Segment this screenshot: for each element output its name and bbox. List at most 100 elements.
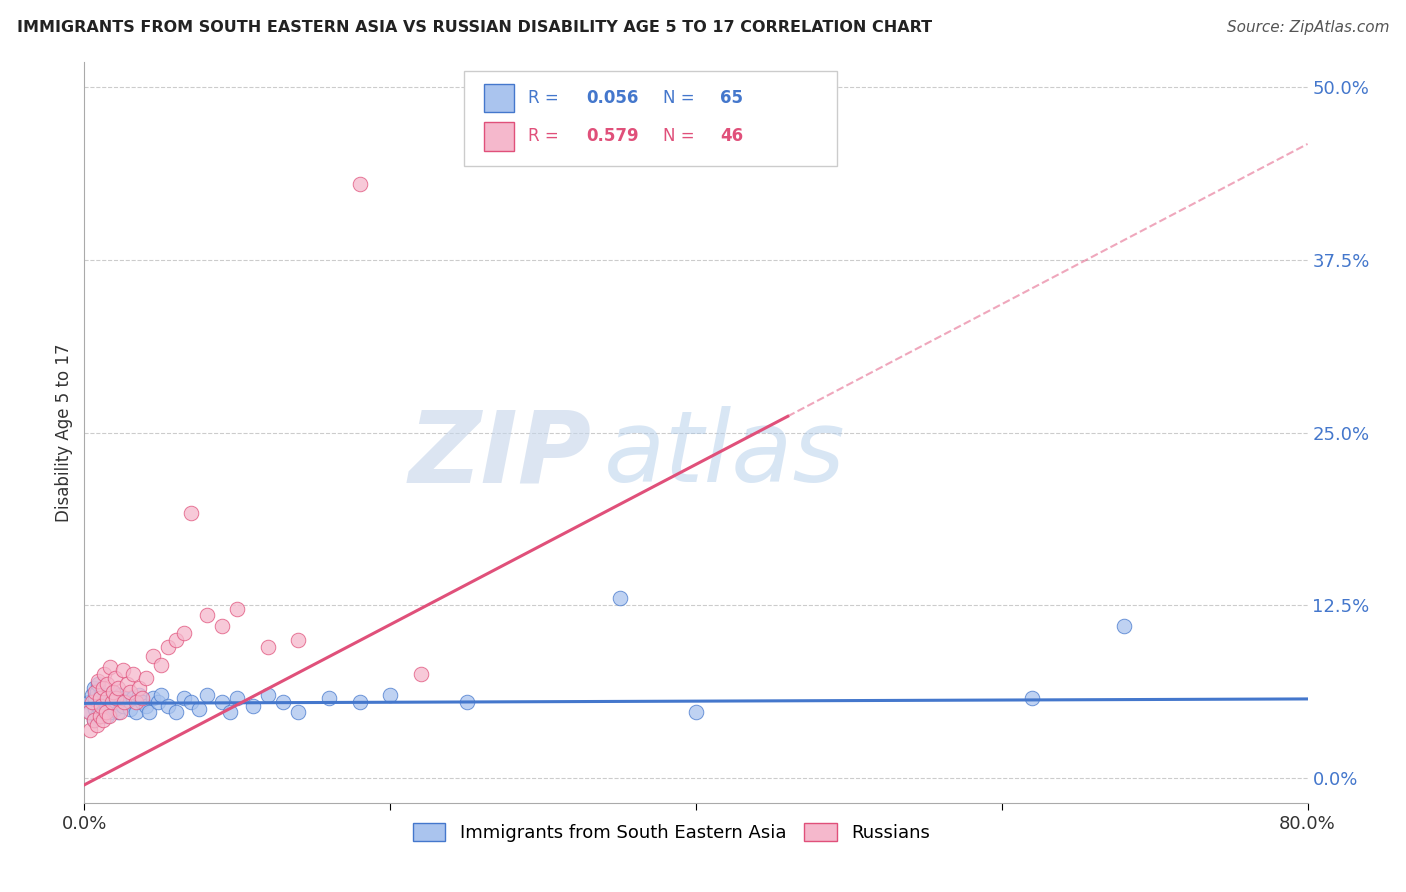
Point [86,708,108,723]
Point [84,702,107,716]
Point [107,705,129,719]
Point [91,705,114,719]
Point [173,690,195,705]
Point [112,690,135,705]
Point [180,506,202,520]
Point [149,657,172,672]
Point [96,677,118,691]
Point [89,708,111,723]
Point [90,688,112,702]
Point [142,649,165,664]
Point [79,705,101,719]
Point [195,607,218,622]
Point [91,681,114,695]
Point [125,705,148,719]
Point [135,672,157,686]
Point [226,690,249,705]
Point [115,677,138,691]
Point [409,667,432,681]
Text: 0.056: 0.056 [586,89,638,107]
Point [149,688,172,702]
Point [165,705,187,719]
Point [111,699,134,714]
Text: N =: N = [664,89,700,107]
Point [93,667,115,681]
Point [226,602,249,616]
Point [146,695,169,709]
Point [157,699,180,714]
Point [101,690,124,705]
Point [77,695,100,709]
Point [122,690,145,705]
Point [103,685,125,699]
Point [93,699,115,714]
Point [380,688,402,702]
Point [87,674,110,689]
Point [104,672,127,686]
Point [108,688,131,702]
Point [79,723,101,737]
Point [349,695,371,709]
Point [287,632,309,647]
Point [188,702,211,716]
Point [101,695,124,709]
Text: N =: N = [664,128,700,145]
Point [257,640,280,654]
Bar [484,84,513,112]
Point [1114,619,1136,633]
Point [89,690,111,705]
Point [142,690,165,705]
Point [138,705,160,719]
Point [86,685,108,699]
Point [84,690,107,705]
Point [257,688,280,702]
Point [180,695,202,709]
Point [105,690,128,705]
Point [218,705,240,719]
Point [91,713,114,727]
Text: 46: 46 [720,128,744,145]
Point [87,699,110,714]
Text: atlas: atlas [605,407,846,503]
Text: 0.579: 0.579 [586,128,638,145]
Point [349,177,371,191]
Point [685,705,707,719]
Point [211,695,233,709]
Point [112,695,135,709]
Text: 65: 65 [720,89,744,107]
Point [195,688,218,702]
Point [97,708,120,723]
Point [87,677,110,691]
Point [97,695,120,709]
Point [211,619,233,633]
Point [271,695,294,709]
Point [122,667,145,681]
Point [1021,690,1043,705]
Point [135,699,157,714]
Text: R =: R = [529,89,564,107]
Point [103,685,125,699]
FancyBboxPatch shape [464,71,837,166]
Text: IMMIGRANTS FROM SOUTH EASTERN ASIA VS RUSSIAN DISABILITY AGE 5 TO 17 CORRELATION: IMMIGRANTS FROM SOUTH EASTERN ASIA VS RU… [17,20,932,35]
Point [108,705,131,719]
Point [96,688,118,702]
Point [131,690,153,705]
Point [89,706,111,720]
Point [131,695,153,709]
Point [98,705,121,719]
Point [96,708,118,723]
Point [77,705,100,719]
Point [89,690,111,705]
Point [173,626,195,640]
Point [101,699,124,714]
Point [83,681,105,695]
Point [165,632,187,647]
Point [104,702,127,716]
Point [107,681,129,695]
Legend: Immigrants from South Eastern Asia, Russians: Immigrants from South Eastern Asia, Russ… [405,815,938,849]
Text: Source: ZipAtlas.com: Source: ZipAtlas.com [1226,20,1389,35]
Point [90,698,112,712]
Point [84,685,107,699]
Point [83,713,105,727]
Point [83,713,105,727]
